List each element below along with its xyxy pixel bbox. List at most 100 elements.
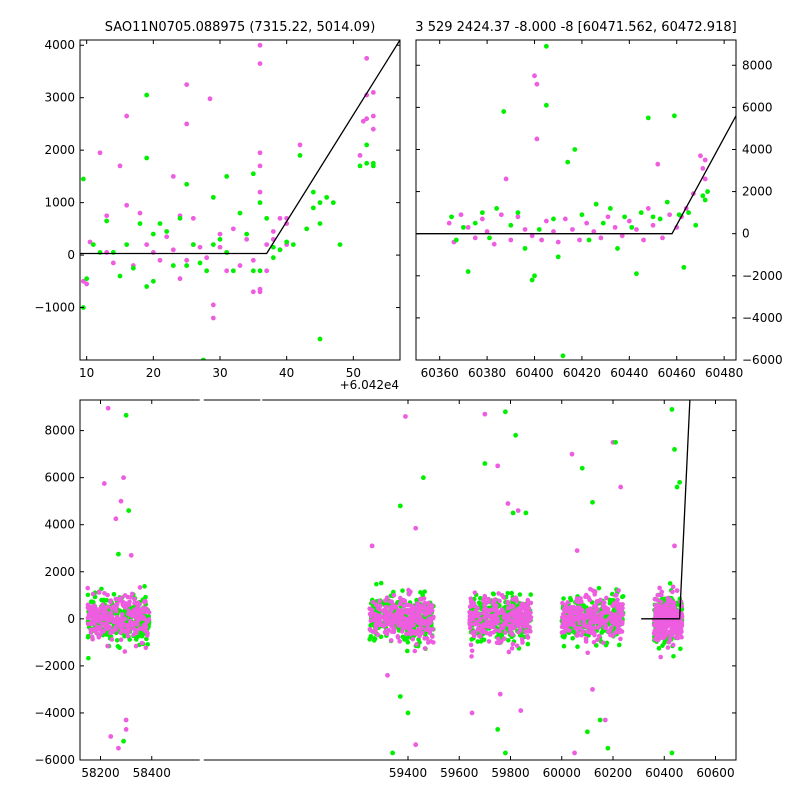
series-0-point xyxy=(497,691,503,697)
cluster-1-point xyxy=(378,603,383,609)
cluster-0-point xyxy=(143,645,149,651)
cluster-0-point xyxy=(98,632,103,637)
x-tick-label: 60460 xyxy=(658,366,696,380)
series-1-point xyxy=(532,273,537,279)
x-tick-label: 60440 xyxy=(610,366,648,380)
series-1-point xyxy=(615,246,620,251)
series-1-point xyxy=(495,727,501,732)
cluster-3-point xyxy=(602,625,608,631)
cluster-3-point xyxy=(572,625,578,631)
cluster-1-point xyxy=(401,615,407,621)
series-0-point xyxy=(277,215,283,221)
cluster-1-point xyxy=(389,617,395,623)
series-1-point xyxy=(397,503,403,509)
series-0-point xyxy=(105,405,111,411)
cluster-1-point xyxy=(403,623,409,628)
cluster-0-point xyxy=(126,608,132,614)
cluster-1-point xyxy=(400,610,406,615)
cluster-4-point xyxy=(658,654,663,660)
series-0-point xyxy=(121,475,126,481)
cluster-4-point xyxy=(674,617,680,623)
cluster-2-point xyxy=(522,606,528,612)
series-1-point xyxy=(479,210,485,216)
series-0-point xyxy=(184,82,190,87)
series-1-point xyxy=(597,717,603,723)
cluster-1-point xyxy=(387,611,393,617)
cluster-2-point xyxy=(468,642,474,648)
series-0-point xyxy=(113,516,119,522)
cluster-4-point xyxy=(670,642,676,648)
cluster-3-point xyxy=(570,635,575,641)
cluster-3-point xyxy=(575,644,580,650)
series-1-point xyxy=(270,244,276,250)
series-0-point xyxy=(534,81,540,87)
series-0-point xyxy=(529,233,535,239)
cluster-1-point xyxy=(417,605,423,611)
cluster-2-point xyxy=(467,613,473,619)
cluster-2-point xyxy=(517,592,523,597)
cluster-2-point xyxy=(483,600,489,606)
series-0-point xyxy=(270,229,276,234)
series-0-point xyxy=(364,116,370,122)
series-1-point xyxy=(237,210,243,216)
cluster-1-point xyxy=(422,636,427,641)
cluster-3-point xyxy=(592,632,597,638)
cluster-1-point xyxy=(421,596,427,601)
x-tick-label: 59600 xyxy=(440,766,478,780)
cluster-2-point xyxy=(525,601,531,607)
series-1-point xyxy=(317,200,323,206)
cluster-3-point xyxy=(574,633,580,638)
cluster-0-point xyxy=(102,622,108,628)
series-0-point xyxy=(498,212,504,218)
cluster-1-point xyxy=(426,603,432,609)
cluster-4-point xyxy=(665,645,671,650)
series-1-point xyxy=(150,231,156,237)
series-0-point xyxy=(217,244,223,250)
series-1-point xyxy=(686,210,691,216)
cluster-4-point xyxy=(675,609,681,614)
cluster-3-point xyxy=(592,608,598,614)
series-0-point xyxy=(413,525,419,531)
cluster-0-point xyxy=(100,602,105,607)
series-1-point xyxy=(364,142,370,148)
series-1-point xyxy=(397,694,403,699)
cluster-3-point xyxy=(586,622,592,628)
series-1-point xyxy=(449,214,454,220)
cluster-4-point xyxy=(676,621,682,627)
series-1-point xyxy=(590,499,595,505)
cluster-4-point xyxy=(653,627,659,633)
cluster-1-point xyxy=(399,620,405,625)
series-1-point xyxy=(669,407,675,412)
series-1-point xyxy=(184,181,190,187)
series-1-point xyxy=(337,242,343,247)
series-1-point xyxy=(264,215,270,221)
cluster-1-point xyxy=(372,636,378,642)
series-1-point xyxy=(669,750,675,756)
series-0-point xyxy=(584,220,590,226)
series-1-point xyxy=(522,246,528,251)
cluster-0-point xyxy=(90,636,95,642)
cluster-1-point xyxy=(422,589,427,594)
x-tick-label: 60200 xyxy=(594,766,632,780)
cluster-2-point xyxy=(513,595,519,601)
x-tick-label: 50 xyxy=(346,366,361,380)
series-1-point xyxy=(502,750,508,756)
cluster-0-point xyxy=(115,622,120,627)
series-1-point xyxy=(297,153,303,158)
cluster-2-point xyxy=(525,628,530,634)
cluster-3-point xyxy=(619,612,624,618)
series-1-point xyxy=(664,199,670,205)
x-tick-label: 60600 xyxy=(696,766,734,780)
cluster-0-point xyxy=(124,630,129,635)
cluster-3-point xyxy=(590,629,596,634)
cluster-3-point xyxy=(589,608,595,614)
cluster-3-point xyxy=(608,625,614,630)
series-0-point xyxy=(123,717,129,723)
cluster-1-point xyxy=(418,616,424,622)
cluster-3-point xyxy=(569,621,574,627)
cluster-3-point xyxy=(596,585,602,591)
cluster-1-point xyxy=(414,642,419,647)
series-1-point xyxy=(693,222,699,228)
series-0-point xyxy=(570,227,575,232)
cluster-0-point xyxy=(122,593,128,598)
